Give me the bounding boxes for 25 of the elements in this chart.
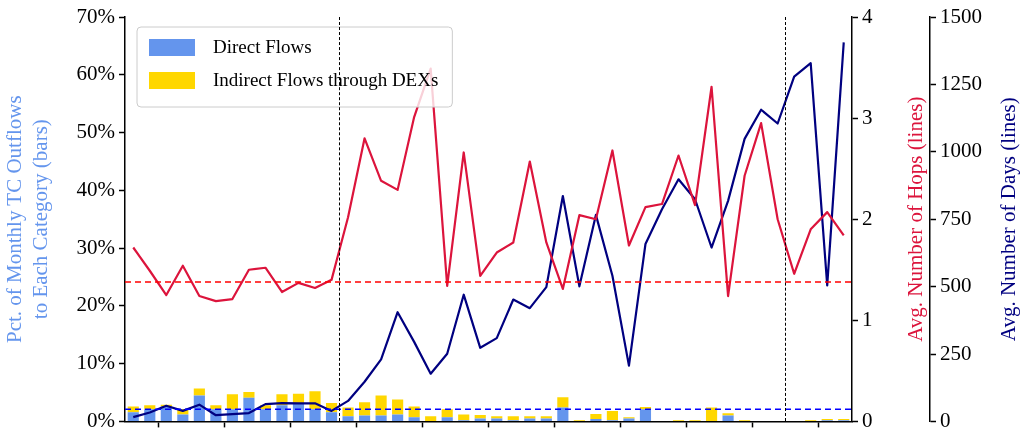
y-tick-label: 30% bbox=[76, 234, 115, 259]
y3-axis-title: Avg. Number of Days (lines) bbox=[995, 97, 1020, 342]
legend-label: Indirect Flows through DEXs bbox=[213, 68, 439, 90]
y3-tick-label: 750 bbox=[940, 205, 972, 230]
y3-tick-label: 1000 bbox=[940, 138, 982, 163]
y-tick-label: 40% bbox=[76, 176, 115, 201]
y3-tick-label: 1250 bbox=[940, 70, 982, 95]
y2-tick-label: 0 bbox=[862, 407, 873, 432]
y2-tick-label: 1 bbox=[862, 306, 873, 331]
y2-tick-label: 2 bbox=[862, 205, 873, 230]
y3-tick-label: 500 bbox=[940, 273, 972, 298]
legend-label: Direct Flows bbox=[213, 35, 312, 57]
y-tick-label: 60% bbox=[76, 61, 115, 86]
y2-tick-label: 4 bbox=[862, 3, 873, 28]
y2-tick-label: 3 bbox=[862, 104, 873, 129]
y-axis-title: Pct. of Monthly TC Outflows to Each Category (bars) bbox=[1, 95, 52, 343]
y-tick-label: 70% bbox=[76, 3, 115, 28]
y3-tick-label: 250 bbox=[940, 340, 972, 365]
y-tick-label: 20% bbox=[76, 292, 115, 317]
y-tick-label: 10% bbox=[76, 350, 115, 375]
y2-axis-title: Avg. Number of Hops (lines) bbox=[902, 96, 927, 342]
y-tick-label: 0% bbox=[87, 407, 115, 432]
y-tick-label: 50% bbox=[76, 119, 115, 144]
y3-tick-label: 0 bbox=[940, 407, 951, 432]
y3-tick-label: 1500 bbox=[940, 3, 982, 28]
